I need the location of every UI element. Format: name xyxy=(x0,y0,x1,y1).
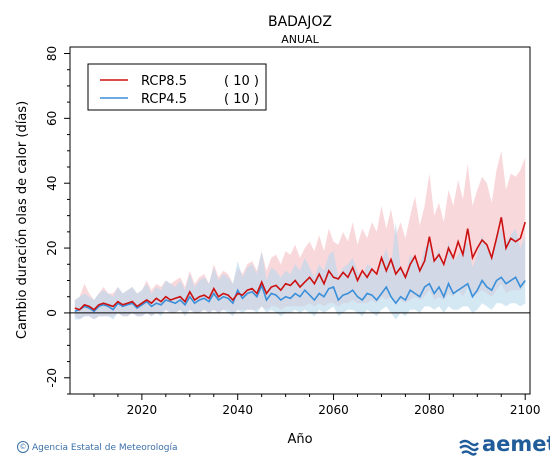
y-tick-label: 40 xyxy=(45,176,59,191)
chart-title: BADAJOZ xyxy=(268,14,332,30)
legend-count: ( 10 ) xyxy=(224,74,259,89)
x-tick-label: 2080 xyxy=(414,403,445,417)
legend-box xyxy=(87,63,267,111)
x-tick-label: 2020 xyxy=(127,403,158,417)
plot-frame xyxy=(69,46,531,395)
x-axis-label: Año xyxy=(287,432,312,447)
legend-label: RCP4.5 xyxy=(141,92,187,107)
x-tick-label: 2060 xyxy=(318,403,349,417)
chart-subtitle: ANUAL xyxy=(281,33,319,46)
legend: RCP8.5 ( 10 ) RCP4.5 ( 10 ) xyxy=(87,63,267,111)
line-rcp85 xyxy=(74,217,526,311)
y-tick-label: -20 xyxy=(45,368,59,388)
y-axis-label: Cambio duración olas de calor (días) xyxy=(15,101,30,339)
copyright-icon: © xyxy=(17,441,29,453)
uncertainty-bands xyxy=(74,150,526,320)
line-rcp45 xyxy=(74,276,526,313)
agency-credit: Agencia Estatal de Meteorología xyxy=(32,443,178,453)
x-tick-label: 2040 xyxy=(222,403,253,417)
y-tick-label: 60 xyxy=(45,111,59,126)
y-tick-label: 20 xyxy=(45,240,59,255)
series-lines xyxy=(74,217,526,313)
legend-count: ( 10 ) xyxy=(224,92,259,107)
y-tick-label: 80 xyxy=(45,46,59,61)
aemet-logo: aemet xyxy=(458,432,550,458)
aemet-logo-mark xyxy=(459,439,479,456)
legend-label: RCP8.5 xyxy=(141,74,187,89)
y-tick-label: 0 xyxy=(45,309,59,317)
aemet-logo-text: aemet xyxy=(482,432,550,456)
x-tick-label: 2100 xyxy=(510,403,541,417)
